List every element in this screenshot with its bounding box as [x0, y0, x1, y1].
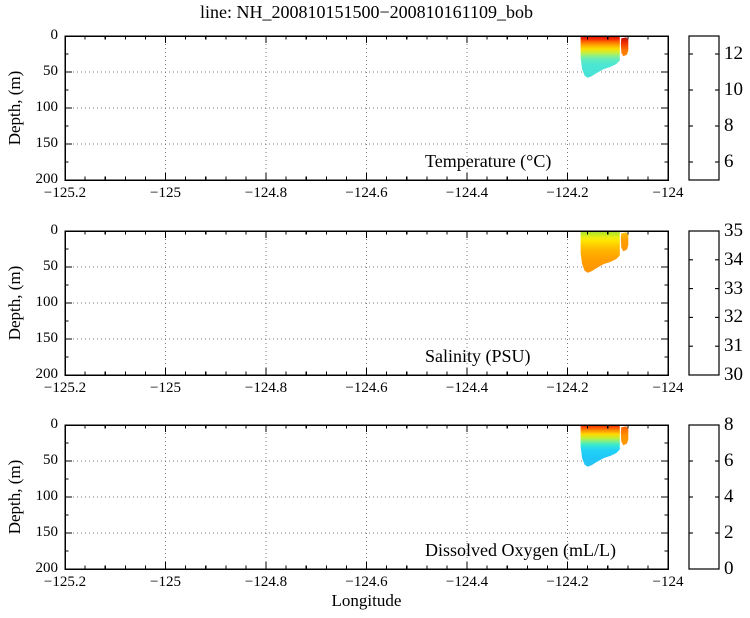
- figure-title: line: NH_200810151500−200810161109_bob: [200, 2, 533, 22]
- x-tick-label: −124.8: [244, 185, 288, 201]
- x-tick-label: −124.8: [244, 574, 288, 590]
- x-tick-label: −124: [652, 380, 684, 396]
- colorbar-tick-label: 10: [724, 79, 743, 100]
- panel-dissolved_oxygen: [64, 424, 720, 570]
- x-tick-label: −124.6: [345, 574, 388, 590]
- colorbar-tick-label: 33: [724, 277, 743, 299]
- grid-lines: [65, 36, 668, 180]
- panel-label-temperature: Temperature (°C): [425, 151, 552, 171]
- colorbar-tick-label: 4: [724, 486, 734, 507]
- grid-lines: [65, 231, 668, 375]
- colorbar-temperature: [688, 35, 720, 181]
- data-patch-main-dissolved_oxygen: [580, 425, 620, 467]
- x-tick-label: −124.2: [546, 574, 589, 590]
- colorbar-tick-label: 30: [724, 364, 743, 385]
- y-axis-label: Depth, (m): [5, 459, 24, 535]
- data-patch-main-salinity: [580, 231, 620, 273]
- axis-ticks: [64, 35, 669, 181]
- panel-label-salinity: Salinity (PSU): [425, 346, 531, 366]
- y-tick-label: 0: [50, 222, 59, 238]
- colorbar-tick-label: 0: [724, 558, 734, 579]
- axis-ticks: [64, 424, 669, 570]
- colorbar-tick-label: 34: [724, 248, 743, 270]
- x-tick-label: −124: [652, 574, 684, 590]
- data-patch-side-temperature: [620, 37, 629, 57]
- data-patch-side-dissolved_oxygen: [620, 426, 629, 446]
- grid-lines: [65, 425, 668, 569]
- x-tick-label: −125.2: [43, 185, 87, 201]
- y-axis-label: Depth, (m): [5, 265, 24, 341]
- x-tick-label: −124.4: [445, 185, 489, 201]
- y-tick-label: 150: [35, 524, 59, 540]
- x-tick-label: −125: [150, 380, 181, 396]
- y-tick-label: 0: [50, 27, 59, 43]
- x-axis-label: Longitude: [331, 591, 402, 610]
- x-tick-label: −124.6: [345, 380, 388, 396]
- y-tick-label: 0: [50, 416, 59, 432]
- y-tick-label: 100: [35, 99, 59, 115]
- y-tick-label: 150: [35, 330, 59, 346]
- x-tick-label: −124.2: [546, 185, 589, 201]
- colorbar-dissolved_oxygen: [688, 424, 720, 570]
- panel-label-dissolved_oxygen: Dissolved Oxygen (mL/L): [425, 540, 616, 560]
- y-tick-label: 150: [35, 135, 59, 151]
- colorbar-salinity: [688, 230, 720, 376]
- colorbar-tick-label: 6: [724, 450, 734, 471]
- y-tick-label: 200: [35, 171, 59, 187]
- x-tick-label: −124.8: [244, 380, 288, 396]
- y-tick-label: 100: [35, 488, 59, 504]
- colorbar-tick-label: 31: [724, 335, 743, 357]
- y-tick-label: 50: [43, 258, 58, 274]
- x-tick-label: −125.2: [43, 380, 87, 396]
- x-tick-label: −124.2: [546, 380, 589, 396]
- data-patch-main-temperature: [580, 36, 620, 78]
- colorbar-tick-label: 32: [724, 306, 743, 328]
- panel-temperature: [64, 35, 720, 181]
- y-tick-label: 50: [43, 452, 58, 468]
- y-tick-label: 200: [35, 366, 59, 382]
- colorbar-tick-label: 6: [724, 151, 734, 172]
- x-tick-label: −124: [652, 185, 684, 201]
- colorbar-tick-label: 2: [724, 522, 734, 543]
- x-tick-label: −124.6: [345, 185, 388, 201]
- colorbar-tick-label: 12: [724, 43, 743, 64]
- x-tick-label: −125: [150, 185, 181, 201]
- y-axis-label: Depth, (m): [5, 70, 24, 146]
- colorbar-tick-label: 8: [724, 115, 734, 136]
- data-patch-side-salinity: [620, 232, 629, 252]
- x-tick-label: −125.2: [43, 574, 87, 590]
- x-tick-label: −124.4: [445, 380, 489, 396]
- y-tick-label: 200: [35, 560, 59, 576]
- x-tick-label: −125: [150, 574, 181, 590]
- colorbar-tick-label: 8: [724, 414, 734, 435]
- panel-salinity: [64, 230, 720, 376]
- y-tick-label: 50: [43, 63, 58, 79]
- axis-ticks: [64, 230, 669, 376]
- x-tick-label: −124.4: [445, 574, 489, 590]
- y-tick-label: 100: [35, 294, 59, 310]
- colorbar-tick-label: 35: [724, 220, 743, 241]
